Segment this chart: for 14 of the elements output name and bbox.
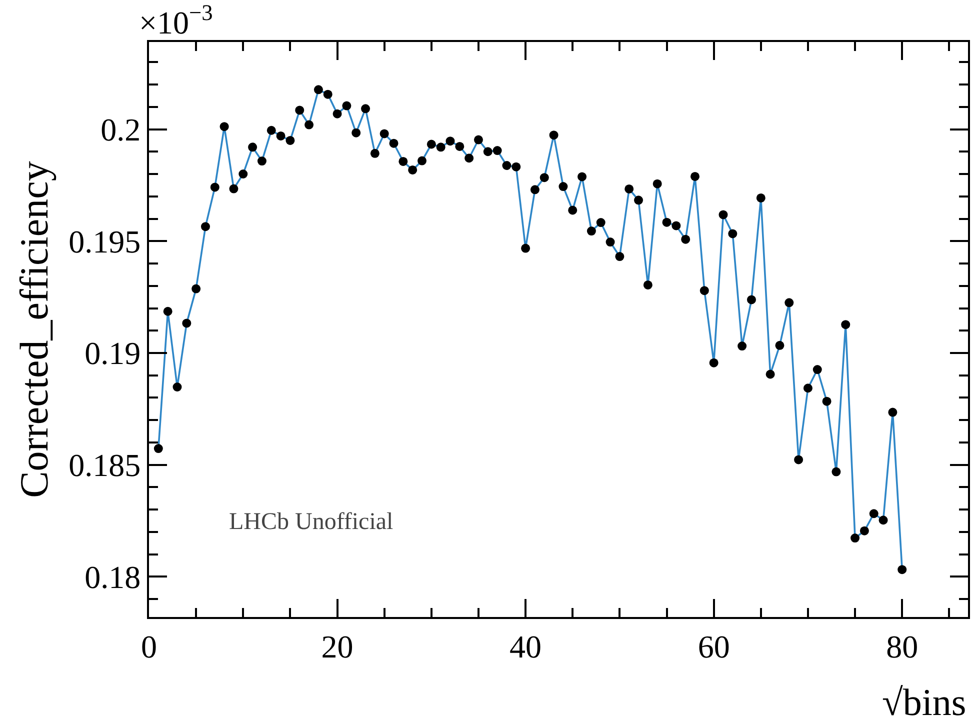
annotation: LHCb Unofficial	[229, 509, 394, 535]
x-tick-label: 40	[510, 628, 542, 664]
y-axis-title: Corrected_efficiency	[12, 161, 57, 498]
y-tick-label: 0.195	[68, 223, 141, 260]
y-tick-label: 0.2	[100, 111, 141, 148]
x-tick-label: 20	[321, 628, 354, 664]
text: ×10$^{−3}$	[139, 0, 213, 40]
x-tick-label: 80	[886, 628, 918, 664]
y-tick-label: 0.185	[68, 447, 141, 484]
x-tick-label: 0	[141, 628, 157, 664]
y-tick-label: 0.18	[84, 558, 141, 595]
y-tick-label: 0.19	[84, 335, 141, 372]
x-axis-title: √bins	[882, 682, 966, 723]
x-tick-label: 60	[698, 628, 730, 664]
